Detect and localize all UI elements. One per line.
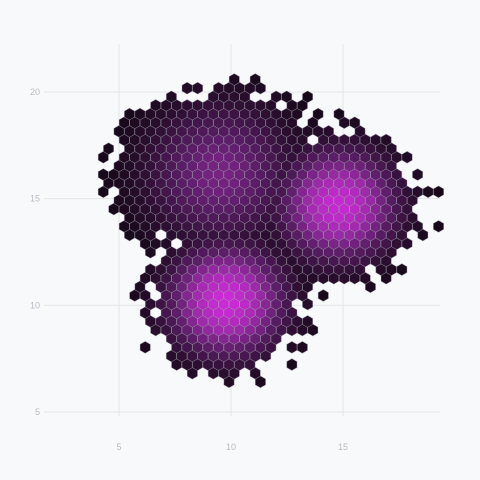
hex-bin xyxy=(333,107,345,121)
hex-bin xyxy=(249,73,261,86)
y-tick-label: 20 xyxy=(30,87,40,97)
hex-bin xyxy=(338,133,350,147)
y-tick-label: 15 xyxy=(30,194,40,204)
hex-bin xyxy=(181,99,193,112)
tick-labels: 5 10 15 5 10 15 20 xyxy=(30,87,348,452)
hex-bin xyxy=(286,340,298,354)
x-tick-label: 10 xyxy=(226,442,236,452)
hex-bin xyxy=(433,185,445,199)
hex-bin xyxy=(124,107,135,121)
hex-bin xyxy=(213,81,225,95)
hex-bin xyxy=(165,90,177,104)
hex-bin xyxy=(370,133,382,147)
hex-bin xyxy=(139,340,151,354)
hex-bin xyxy=(150,99,162,112)
y-tick-label: 5 xyxy=(35,407,40,417)
y-tick-label: 10 xyxy=(30,300,40,310)
hex-bin xyxy=(286,358,298,371)
hex-bin xyxy=(302,315,314,328)
hex-bin xyxy=(192,81,204,95)
hex-bin xyxy=(401,150,413,164)
x-tick-label: 5 xyxy=(116,442,121,452)
hexbin-layer xyxy=(97,73,445,389)
hex-bin xyxy=(281,90,293,104)
hex-bin xyxy=(302,90,314,104)
hex-bin xyxy=(103,142,115,155)
hex-bin xyxy=(412,185,424,199)
hex-bin xyxy=(254,99,266,112)
hex-bin xyxy=(97,168,109,181)
hex-bin xyxy=(144,263,156,276)
hex-bin xyxy=(323,125,335,138)
hex-bin xyxy=(312,107,324,121)
hex-bin xyxy=(192,99,204,112)
hex-bin xyxy=(296,340,308,354)
hex-bin xyxy=(134,107,146,121)
hex-bin xyxy=(270,90,282,104)
hex-bin xyxy=(317,289,329,302)
hex-bin xyxy=(181,81,193,95)
hex-bin xyxy=(433,220,445,233)
hex-bin xyxy=(349,116,361,130)
hex-bin xyxy=(228,73,240,86)
hex-bin xyxy=(380,133,392,147)
hex-bin xyxy=(396,263,408,276)
x-tick-label: 15 xyxy=(338,442,348,452)
hex-bin xyxy=(412,168,424,181)
hex-bin xyxy=(422,185,434,199)
